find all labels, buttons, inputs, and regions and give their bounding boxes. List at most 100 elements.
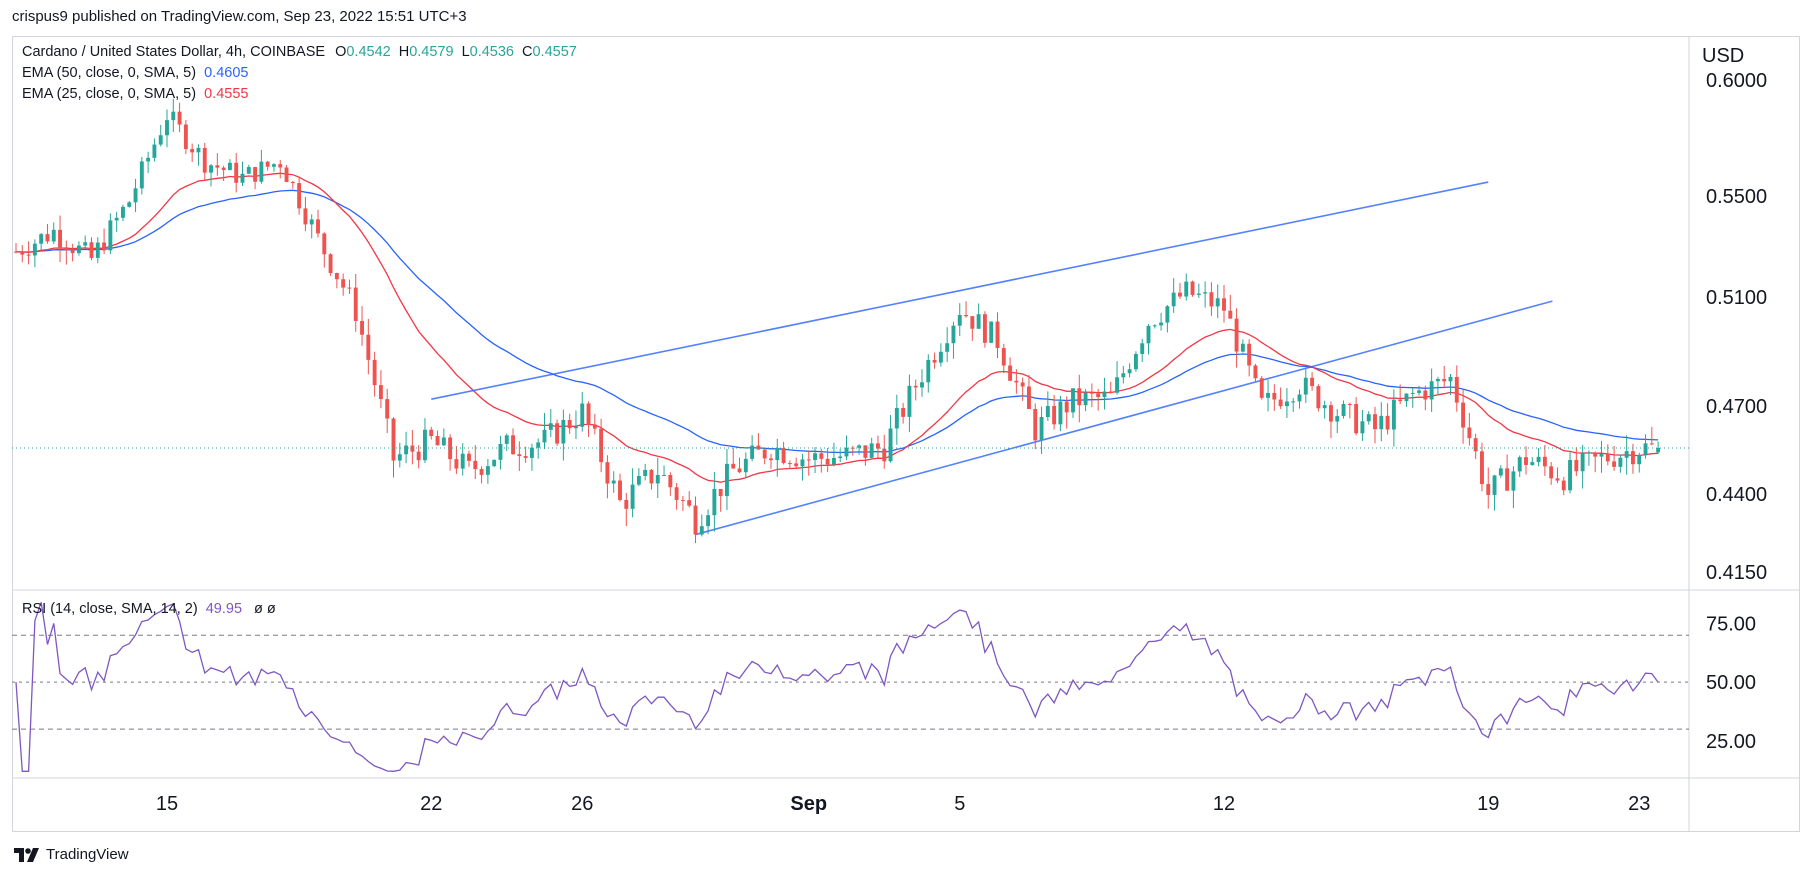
candle bbox=[618, 473, 622, 502]
candle-body bbox=[196, 147, 201, 153]
candle bbox=[1058, 395, 1063, 432]
candle-body bbox=[127, 202, 132, 207]
candle bbox=[473, 445, 478, 480]
candle bbox=[1039, 406, 1044, 454]
candle bbox=[246, 164, 251, 175]
candle-body bbox=[202, 147, 207, 173]
candle-body bbox=[1228, 310, 1233, 319]
candle-body bbox=[674, 487, 679, 500]
candle-body bbox=[290, 182, 295, 184]
chart-frame bbox=[12, 36, 1800, 832]
tradingview-brand[interactable]: TradingView bbox=[14, 846, 129, 863]
candle bbox=[1505, 454, 1510, 492]
candle-body bbox=[731, 463, 736, 469]
candle bbox=[441, 428, 446, 446]
candle-body bbox=[1222, 298, 1226, 311]
candle-body bbox=[441, 437, 446, 446]
candle bbox=[1240, 339, 1245, 353]
candle-body bbox=[215, 165, 220, 168]
candle bbox=[316, 209, 320, 238]
candle-body bbox=[567, 419, 572, 429]
candle bbox=[227, 159, 232, 171]
candle-body bbox=[555, 423, 560, 444]
candle bbox=[1020, 377, 1025, 401]
currency-label: USD bbox=[1702, 45, 1744, 67]
candle bbox=[1435, 376, 1440, 396]
candle bbox=[706, 509, 711, 535]
candle bbox=[1586, 450, 1591, 466]
candle bbox=[1454, 365, 1459, 412]
candle-body bbox=[1631, 451, 1635, 465]
candle bbox=[1649, 426, 1654, 446]
candle-body bbox=[838, 456, 843, 459]
candle bbox=[762, 447, 767, 465]
candle-body bbox=[920, 382, 924, 388]
candle-body bbox=[1014, 380, 1019, 383]
candle-body bbox=[492, 459, 497, 467]
candle-body bbox=[1467, 427, 1472, 439]
candle bbox=[454, 446, 459, 474]
candle-body bbox=[794, 463, 799, 467]
legend-ema25-row[interactable]: EMA (25, close, 0, SMA, 5) 0.4555 bbox=[22, 86, 248, 102]
candle-body bbox=[1549, 466, 1554, 479]
candle bbox=[1480, 442, 1484, 492]
candle-body bbox=[1316, 386, 1321, 409]
candle bbox=[781, 441, 786, 465]
candle-body bbox=[378, 385, 383, 400]
candle-body bbox=[844, 447, 849, 457]
rsi-pane bbox=[12, 602, 1689, 772]
candle-body bbox=[1366, 414, 1371, 422]
candle-body bbox=[1354, 404, 1359, 434]
candle-body bbox=[1536, 456, 1541, 463]
candle-body bbox=[882, 448, 887, 462]
candle-body bbox=[876, 443, 880, 449]
candle bbox=[1052, 394, 1057, 430]
candle-body bbox=[1058, 401, 1063, 425]
candle bbox=[1108, 381, 1113, 394]
candle bbox=[806, 450, 811, 476]
candle-body bbox=[209, 165, 213, 173]
candle bbox=[76, 241, 81, 256]
candle bbox=[1045, 391, 1050, 422]
candle bbox=[1266, 379, 1270, 412]
candle bbox=[1536, 448, 1541, 467]
candle-body bbox=[932, 359, 937, 363]
candle bbox=[731, 447, 736, 469]
legend-ema50-row[interactable]: EMA (50, close, 0, SMA, 5) 0.4605 bbox=[22, 65, 248, 81]
time-tick-label: 19 bbox=[1477, 793, 1499, 815]
candle bbox=[1486, 467, 1491, 509]
candle-body bbox=[32, 243, 37, 256]
tradingview-logo-icon bbox=[14, 847, 39, 862]
candle-body bbox=[20, 251, 25, 255]
candle-body bbox=[1335, 416, 1340, 422]
candle-body bbox=[1574, 459, 1579, 472]
candle-body bbox=[1140, 343, 1145, 354]
price-tick-label: 0.4150 bbox=[1706, 562, 1767, 584]
candle bbox=[1096, 388, 1101, 411]
legend-rsi-row[interactable]: RSI (14, close, SMA, 14, 2) 49.95 ø ø bbox=[22, 601, 276, 617]
price-tick-label: 0.5500 bbox=[1706, 186, 1767, 208]
candle-body bbox=[718, 488, 723, 497]
candle bbox=[863, 445, 868, 466]
candle bbox=[1335, 408, 1340, 434]
candle-body bbox=[1234, 318, 1239, 352]
candle-body bbox=[391, 418, 396, 461]
candle-body bbox=[957, 314, 962, 326]
candle bbox=[1423, 385, 1428, 411]
candle bbox=[133, 178, 138, 213]
candle bbox=[1561, 476, 1566, 496]
candle-body bbox=[762, 449, 767, 459]
candle bbox=[26, 241, 31, 265]
candle-body bbox=[1605, 453, 1610, 462]
candle-body bbox=[108, 220, 113, 251]
candle-body bbox=[435, 436, 440, 446]
candle bbox=[1196, 283, 1201, 298]
candle-body bbox=[353, 287, 358, 321]
candle bbox=[95, 237, 100, 264]
candle bbox=[190, 143, 195, 162]
candle-body bbox=[1429, 381, 1434, 400]
candle-body bbox=[1461, 402, 1466, 428]
candle-body bbox=[303, 208, 308, 225]
candle bbox=[1637, 452, 1642, 473]
